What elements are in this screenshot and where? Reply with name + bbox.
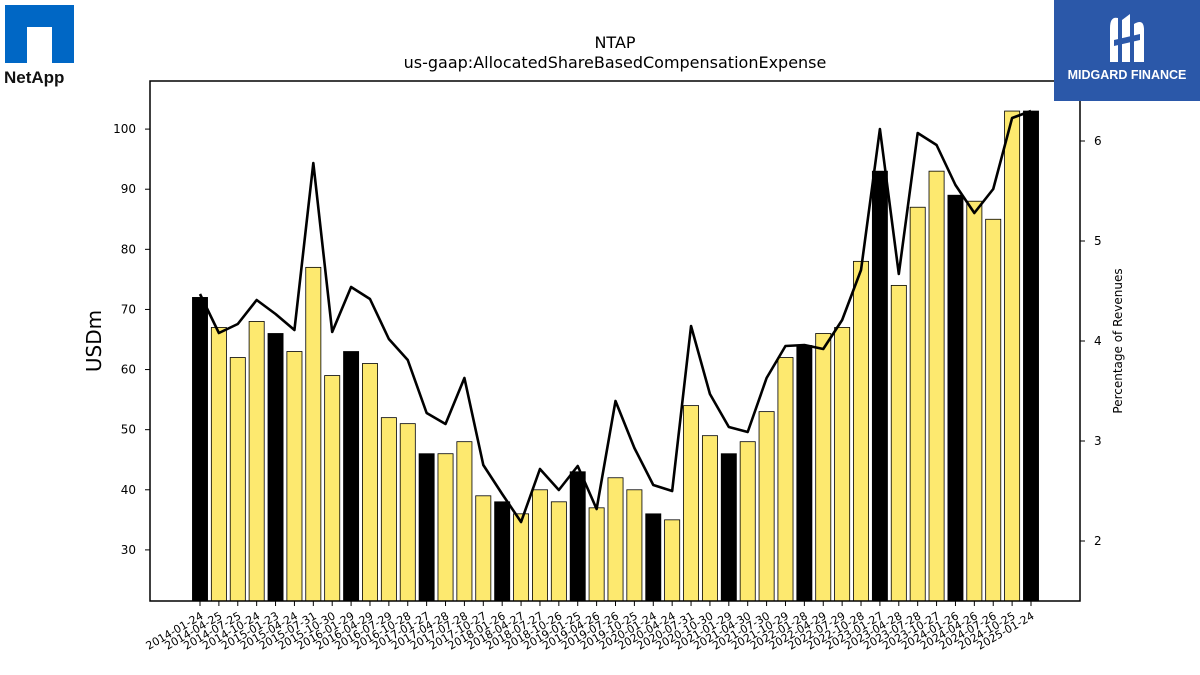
bar xyxy=(1023,110,1039,602)
y-axis-label-right: Percentage of Revenues xyxy=(1111,268,1125,413)
bar xyxy=(966,200,983,602)
bar xyxy=(248,321,265,602)
bar xyxy=(399,423,416,602)
midgard-logo-mark xyxy=(1110,14,1144,62)
bar xyxy=(229,357,246,602)
bar xyxy=(513,513,530,602)
bar xyxy=(380,417,397,602)
bar xyxy=(437,453,454,602)
chart-title: NTAP xyxy=(594,33,635,52)
bar xyxy=(701,435,718,602)
y-tick-label-right: 4 xyxy=(1094,334,1102,348)
bar xyxy=(569,471,586,602)
bar xyxy=(739,441,756,602)
y-axis-label: USDm xyxy=(82,310,106,372)
bar xyxy=(343,351,360,602)
bar xyxy=(324,375,341,602)
y-tick-label-right: 2 xyxy=(1094,534,1102,548)
bar xyxy=(588,507,605,602)
bar xyxy=(947,194,964,602)
bar xyxy=(267,333,284,602)
bar xyxy=(456,441,473,602)
bar xyxy=(871,170,888,602)
y-tick-label-right: 5 xyxy=(1094,234,1102,248)
bar xyxy=(777,357,794,602)
midgard-logo-text: MIDGARD FINANCE xyxy=(1067,68,1187,82)
bar xyxy=(286,351,303,602)
midgard-finance-logo: MIDGARD FINANCE xyxy=(1054,0,1200,101)
y-tick-label: 50 xyxy=(121,423,136,437)
bar xyxy=(853,260,869,602)
bar xyxy=(683,405,699,602)
y-axis-left: 30 40 50 60 70 80 90 100 xyxy=(113,122,150,557)
y-tick-label: 60 xyxy=(121,363,136,377)
y-axis-right: 2 3 4 5 6 xyxy=(1080,134,1102,548)
y-tick-label: 40 xyxy=(121,483,136,497)
series-line xyxy=(198,109,1032,524)
bar xyxy=(758,411,775,602)
bar xyxy=(664,519,681,602)
bar xyxy=(192,297,208,602)
bar xyxy=(928,170,945,602)
y-tick-label-right: 6 xyxy=(1094,134,1102,148)
bar xyxy=(834,327,851,602)
y-tick-label: 70 xyxy=(121,302,136,316)
bar xyxy=(796,345,813,602)
netapp-logo-mark xyxy=(5,5,74,63)
bar xyxy=(720,453,737,602)
y-tick-label: 90 xyxy=(121,182,136,196)
bar xyxy=(362,363,378,602)
y-tick-label: 80 xyxy=(121,242,136,256)
line-layer xyxy=(198,109,1032,524)
bar-group xyxy=(192,110,1039,602)
bar xyxy=(494,501,511,602)
bar xyxy=(890,284,907,602)
bar xyxy=(985,218,1002,602)
bar xyxy=(305,266,322,602)
bar xyxy=(815,333,832,602)
y-tick-label-right: 3 xyxy=(1094,434,1102,448)
bar xyxy=(645,513,662,602)
x-axis: 2014-01-242014-04-252014-07-252014-10-24… xyxy=(144,601,1037,653)
bar xyxy=(418,453,435,602)
bar xyxy=(550,501,567,602)
bar xyxy=(532,489,548,602)
y-tick-label: 30 xyxy=(121,543,136,557)
bar xyxy=(210,327,227,602)
bar xyxy=(909,206,926,602)
netapp-logo: NetApp xyxy=(4,4,84,94)
bar xyxy=(1004,110,1021,602)
bar xyxy=(626,489,643,602)
bar xyxy=(475,495,492,602)
chart-subtitle: us-gaap:AllocatedShareBasedCompensationE… xyxy=(404,53,827,72)
y-tick-label: 100 xyxy=(113,122,136,136)
bar xyxy=(607,477,624,602)
netapp-logo-text: NetApp xyxy=(4,68,65,87)
